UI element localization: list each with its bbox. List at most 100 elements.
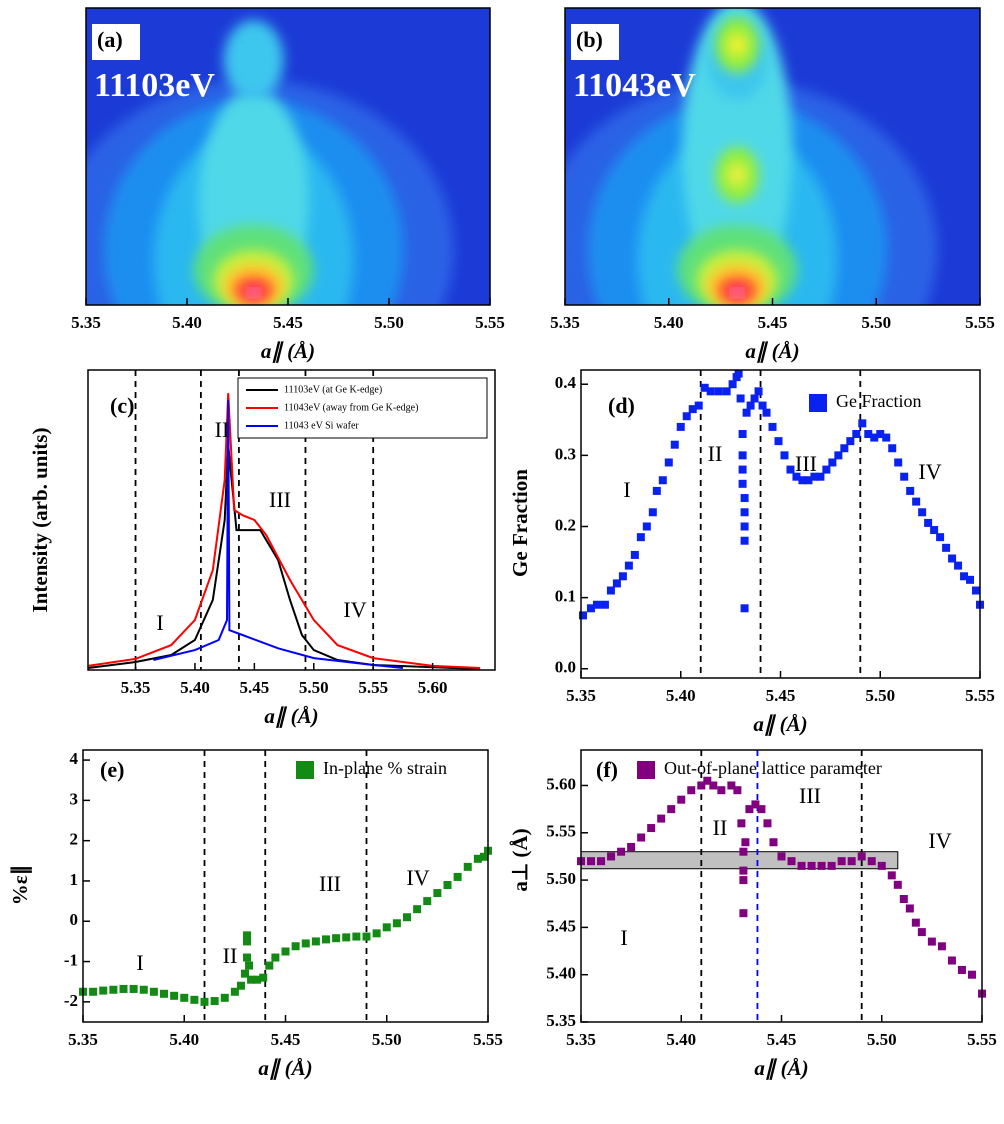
data-point: [882, 433, 891, 442]
data-point: [241, 969, 249, 978]
data-point: [677, 795, 686, 804]
data-point: [247, 975, 256, 984]
data-point: [382, 923, 391, 932]
data-point: [160, 989, 168, 998]
data-point: [647, 824, 656, 833]
panel-label: (a): [97, 27, 123, 52]
data-point: [737, 819, 746, 828]
data-point: [129, 984, 138, 993]
x-tick-label: 5.40: [654, 313, 684, 332]
x-tick-label: 5.50: [861, 313, 891, 332]
region-label: III: [269, 487, 291, 512]
data-point: [463, 862, 472, 871]
data-point: [624, 561, 633, 570]
x-tick-label: 5.50: [372, 1030, 402, 1049]
data-point: [736, 394, 745, 403]
data-point: [717, 786, 726, 795]
x-tick-label: 5.55: [475, 313, 505, 332]
y-tick-label: 5.60: [546, 774, 576, 793]
data-point: [170, 991, 179, 1000]
data-point: [657, 814, 666, 823]
data-point: [807, 861, 816, 870]
heat-blob: [249, 290, 258, 296]
data-point: [332, 934, 341, 943]
data-point: [780, 451, 789, 460]
data-point: [924, 518, 933, 527]
data-point: [786, 465, 795, 474]
data-point: [453, 872, 462, 881]
data-point: [433, 889, 442, 898]
data-point: [423, 897, 432, 906]
data-point: [697, 781, 706, 790]
data-point: [954, 561, 963, 570]
data-point: [271, 953, 280, 962]
legend-label: Ge Fraction: [836, 391, 921, 411]
x-tick-label: 5.45: [767, 1030, 797, 1049]
x-axis-label: a∥ (Å): [261, 339, 315, 363]
data-point: [259, 973, 268, 982]
data-point: [210, 997, 219, 1006]
region-label: I: [623, 477, 630, 502]
y-tick-label: 2: [70, 830, 79, 849]
data-point: [600, 600, 609, 609]
data-point: [899, 895, 908, 904]
data-point: [852, 430, 861, 439]
data-point: [745, 805, 754, 814]
data-point: [722, 387, 731, 396]
data-point: [667, 805, 676, 814]
data-point: [652, 486, 661, 495]
y-tick-label: 5.35: [546, 1011, 576, 1030]
data-point: [479, 852, 488, 861]
legend-label: 11043eV (away from Ge K-edge): [284, 402, 418, 413]
data-point: [281, 947, 290, 956]
y-tick-label: 5.55: [546, 822, 576, 841]
energy-label: 11103eV: [94, 67, 215, 104]
data-point: [670, 440, 679, 449]
data-point: [828, 458, 837, 467]
data-point: [864, 430, 873, 439]
y-tick-label: -1: [64, 950, 78, 969]
data-point: [89, 987, 98, 996]
region-label: IV: [928, 828, 951, 853]
data-point: [220, 993, 229, 1002]
data-point: [190, 995, 199, 1004]
heat-blob: [727, 163, 748, 187]
region-label: I: [156, 610, 163, 635]
x-axis-label: a∥ (Å): [264, 704, 318, 728]
data-point: [587, 857, 596, 866]
data-point: [817, 861, 826, 870]
data-point: [740, 508, 749, 517]
data-point: [243, 931, 252, 940]
x-tick-label: 5.40: [172, 313, 202, 332]
x-tick-label: 5.35: [68, 1030, 98, 1049]
heatmap: [565, 8, 980, 305]
data-point: [243, 937, 252, 946]
panel-label: (d): [608, 393, 635, 418]
region-label: IV: [343, 597, 366, 622]
data-point: [750, 394, 759, 403]
data-point: [700, 383, 709, 392]
data-point: [900, 472, 909, 481]
data-point: [937, 942, 946, 951]
region-label: III: [795, 451, 817, 476]
data-point: [746, 401, 755, 410]
x-tick-label: 5.55: [965, 686, 995, 705]
x-tick-label: 5.40: [180, 678, 210, 697]
y-tick-label: 3: [70, 789, 79, 808]
plot-frame: [87, 369, 496, 671]
data-point: [706, 387, 715, 396]
x-tick-label: 5.35: [71, 313, 101, 332]
legend-label: In-plane % strain: [323, 758, 447, 778]
panel-label: (f): [596, 757, 618, 782]
data-point: [742, 408, 751, 417]
data-point: [352, 932, 361, 941]
data-point: [888, 444, 897, 453]
data-point: [291, 942, 300, 951]
data-point: [947, 956, 956, 965]
x-axis-label: a∥ (Å): [745, 339, 799, 363]
data-point: [942, 543, 951, 552]
legend-box: [237, 377, 488, 439]
y-axis-label: %ε∥: [8, 865, 32, 905]
region-label: I: [136, 950, 143, 975]
data-point: [911, 918, 920, 927]
